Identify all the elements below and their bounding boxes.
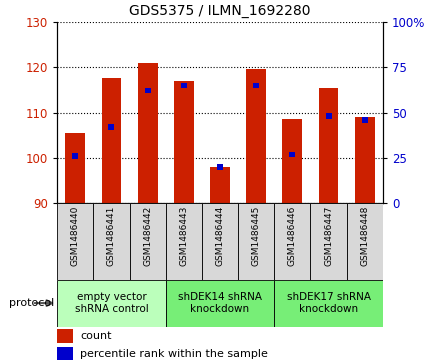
Bar (210, 167, 230, 203)
Bar (362, 117, 368, 122)
Text: GSM1486447: GSM1486447 (324, 205, 333, 266)
Bar (319, 87, 338, 203)
Text: GSM1486446: GSM1486446 (288, 205, 297, 266)
Bar (311, 203, 347, 280)
Bar (72, 153, 78, 159)
Bar (129, 203, 166, 280)
Bar (57, 280, 166, 327)
Text: GSM1486440: GSM1486440 (71, 205, 80, 266)
Bar (66, 133, 85, 203)
Bar (166, 203, 202, 280)
Bar (174, 81, 194, 203)
Bar (57, 329, 73, 343)
Bar (138, 62, 158, 203)
Text: protocol: protocol (9, 298, 54, 308)
Text: GSM1486441: GSM1486441 (107, 205, 116, 266)
Bar (93, 203, 129, 280)
Bar (282, 119, 302, 203)
Text: GSM1486448: GSM1486448 (360, 205, 369, 266)
Bar (246, 69, 266, 203)
Text: empty vector
shRNA control: empty vector shRNA control (75, 292, 148, 314)
Bar (145, 88, 150, 93)
Bar (290, 151, 295, 157)
Text: GSM1486445: GSM1486445 (252, 205, 260, 266)
Bar (274, 280, 383, 327)
Title: GDS5375 / ILMN_1692280: GDS5375 / ILMN_1692280 (129, 4, 311, 18)
Bar (326, 113, 331, 119)
Bar (202, 203, 238, 280)
Text: percentile rank within the sample: percentile rank within the sample (80, 348, 268, 359)
Text: shDEK17 shRNA
knockdown: shDEK17 shRNA knockdown (286, 292, 370, 314)
Bar (57, 203, 93, 280)
Text: shDEK14 shRNA
knockdown: shDEK14 shRNA knockdown (178, 292, 262, 314)
Bar (347, 203, 383, 280)
Bar (253, 83, 259, 88)
Bar (238, 203, 274, 280)
Bar (109, 124, 114, 130)
Bar (274, 203, 311, 280)
Bar (57, 347, 73, 360)
Text: count: count (80, 331, 111, 341)
Text: GSM1486444: GSM1486444 (216, 205, 224, 266)
Bar (181, 83, 187, 88)
Bar (166, 280, 274, 327)
Bar (355, 117, 375, 203)
Text: GSM1486442: GSM1486442 (143, 205, 152, 266)
Text: GSM1486443: GSM1486443 (180, 205, 188, 266)
Bar (217, 164, 223, 170)
Bar (102, 78, 121, 203)
